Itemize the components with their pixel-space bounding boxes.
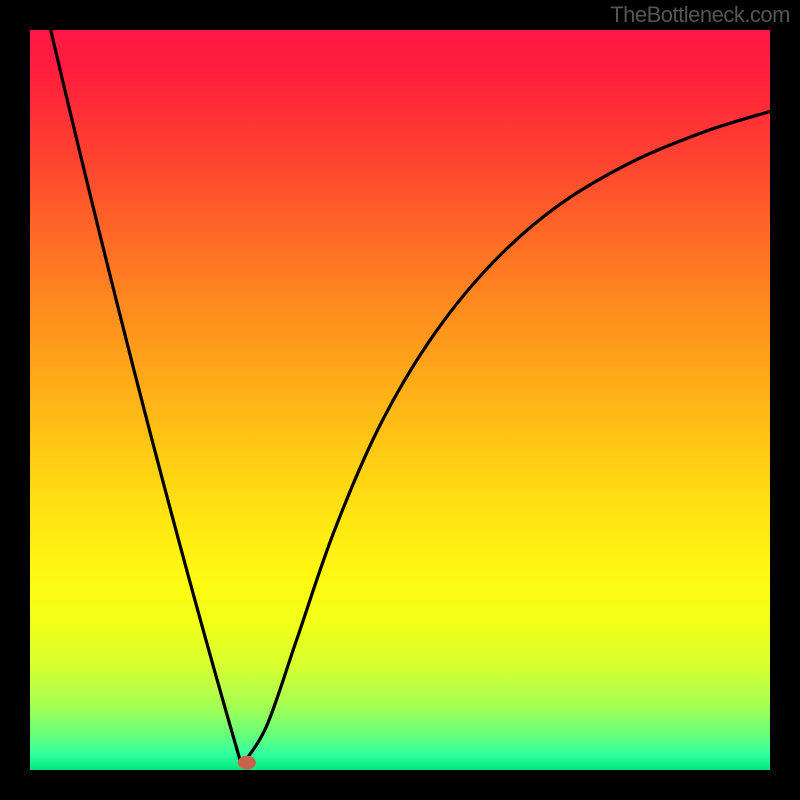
v-curve bbox=[30, 30, 770, 770]
watermark-text: TheBottleneck.com bbox=[610, 2, 790, 28]
valley-marker bbox=[238, 756, 256, 770]
plot-frame bbox=[30, 30, 770, 770]
